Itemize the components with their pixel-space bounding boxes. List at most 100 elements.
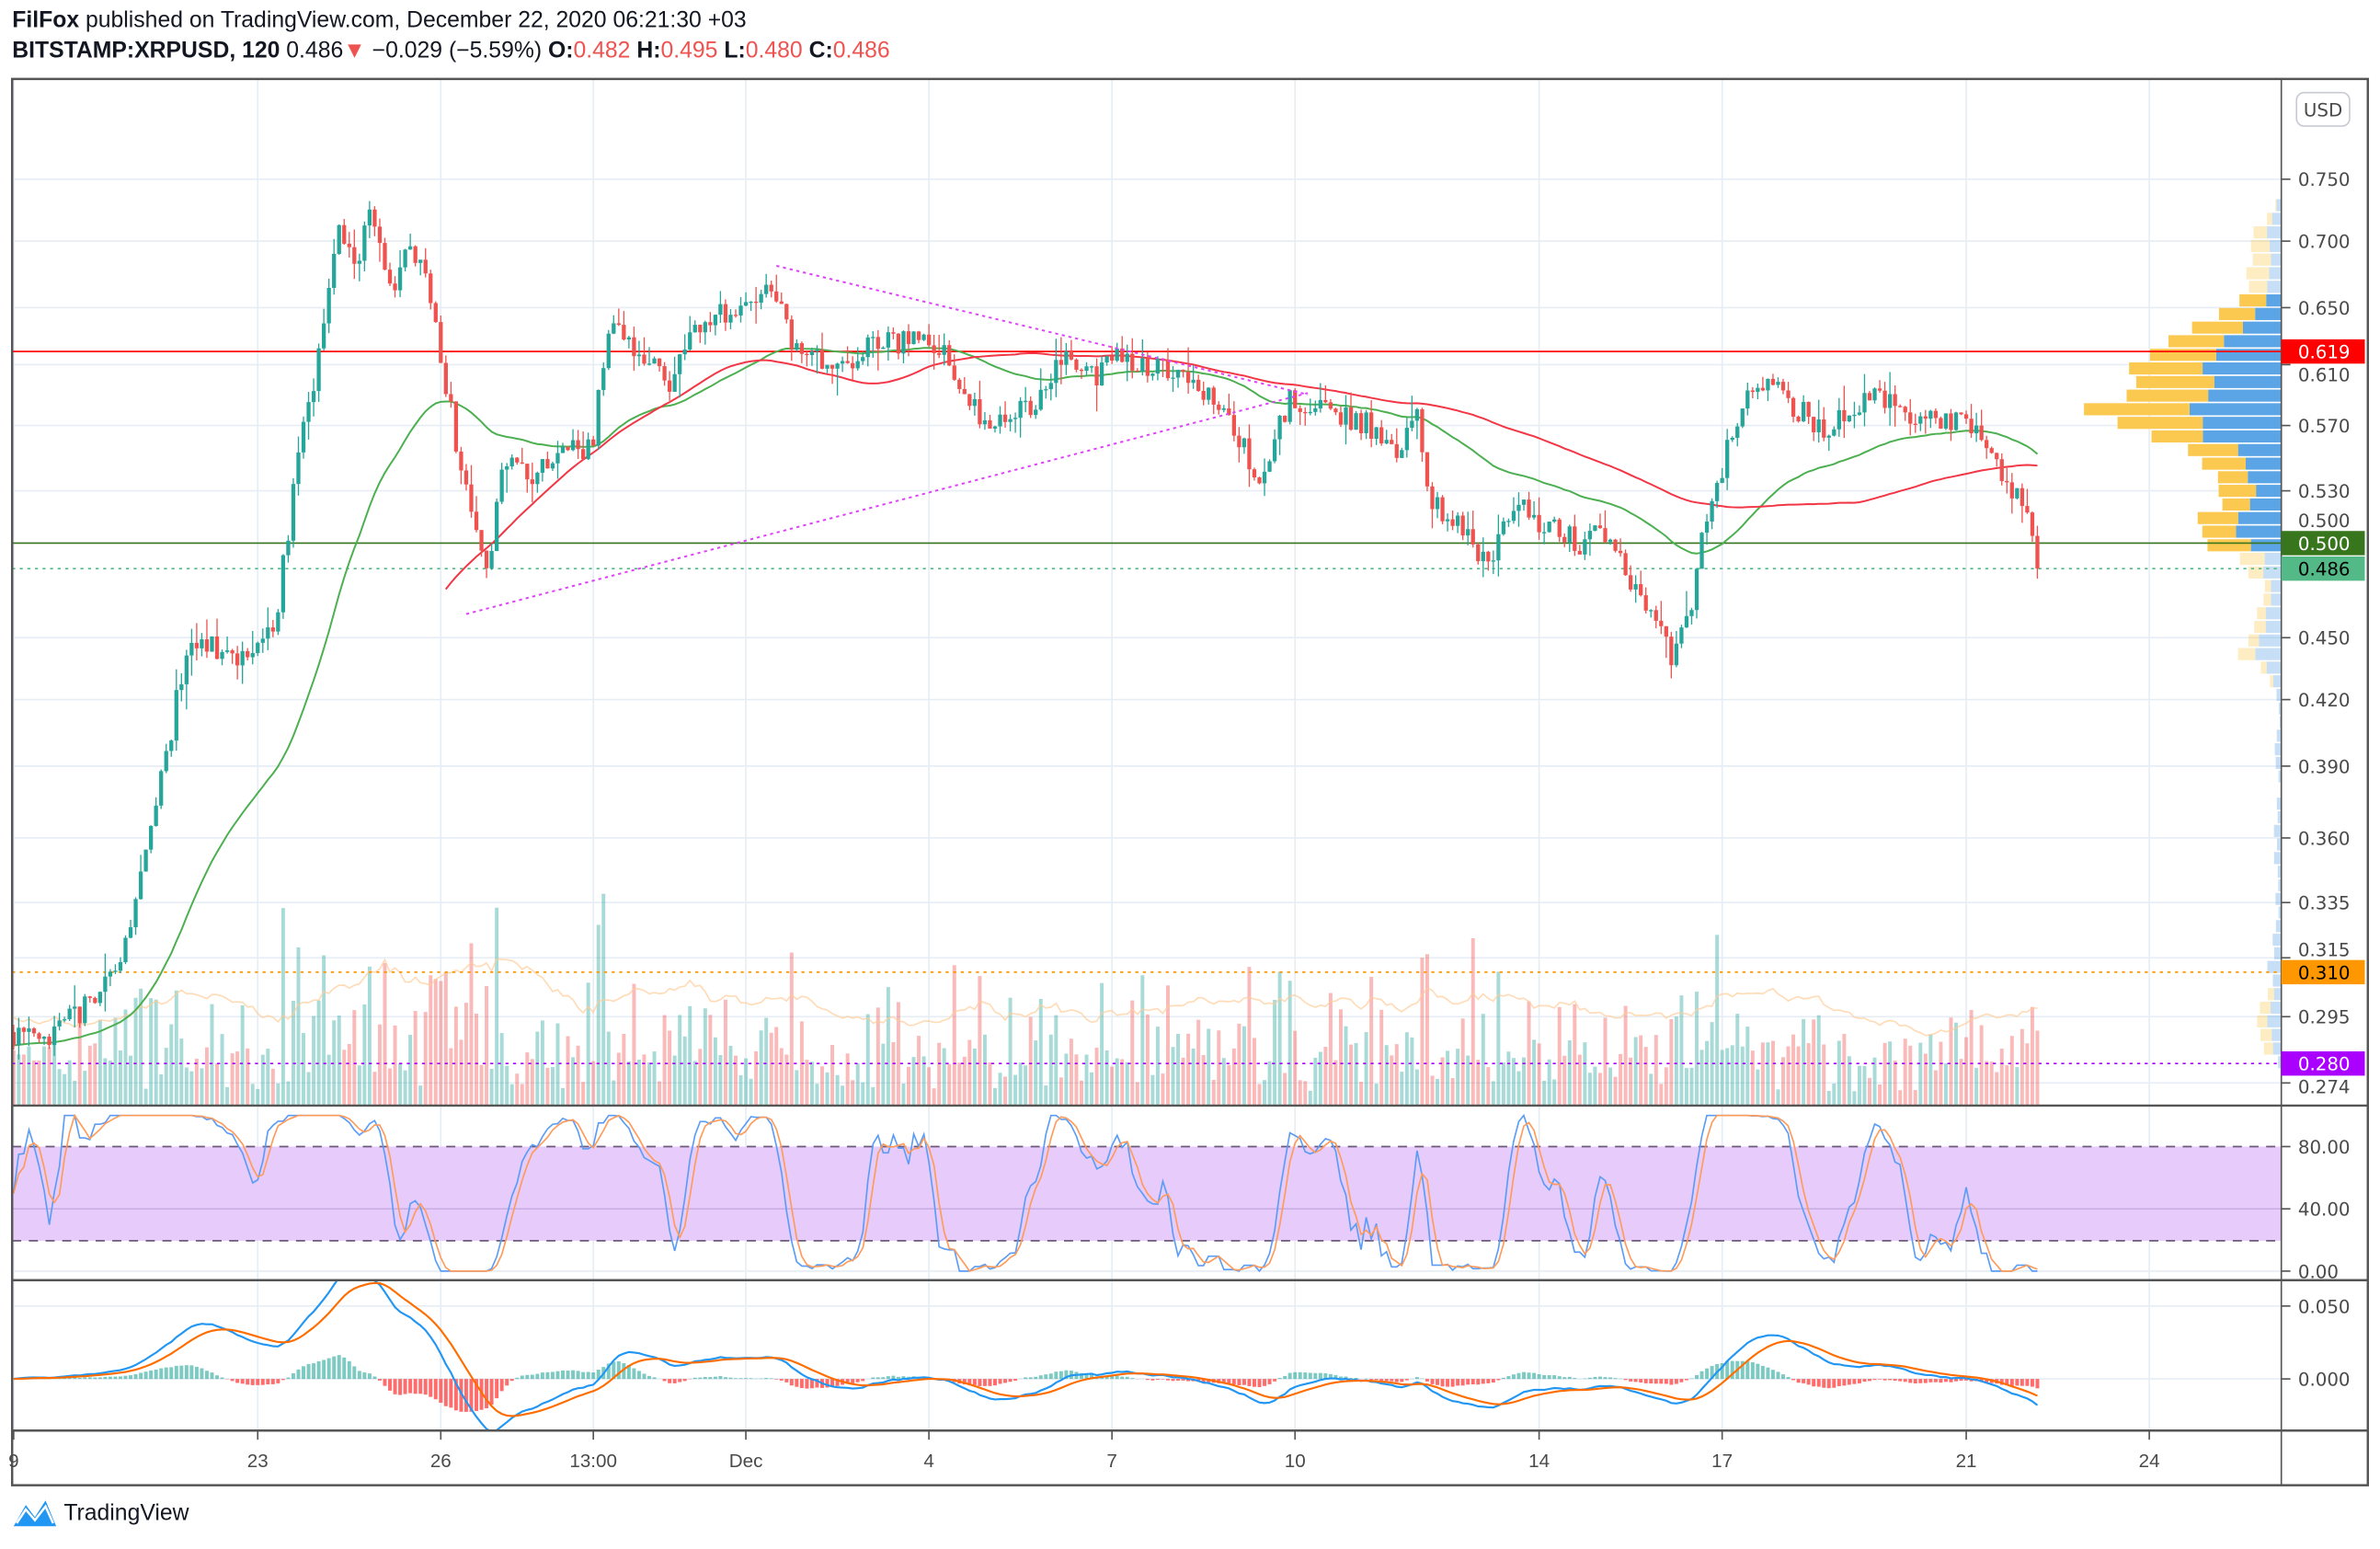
candle-body — [443, 362, 448, 395]
volume-bar — [1460, 1018, 1465, 1106]
macd-histogram-bar — [2030, 1379, 2034, 1387]
tradingview-logo[interactable]: TradingView — [12, 1497, 189, 1528]
volume-profile-up-bar — [2274, 743, 2282, 756]
volume-profile-down-bar — [2260, 1028, 2272, 1041]
low-label: L: — [724, 38, 746, 64]
candle-body — [1577, 550, 1582, 555]
candle-body — [83, 996, 87, 1024]
axes[interactable]: 9 23 26 13:00 Dec 4 7 10 14 17 21 24 0.750 0.700 0.650… — [8, 169, 2350, 1472]
macd-histogram-bar — [1466, 1379, 1470, 1385]
time-label: 9 — [8, 1451, 18, 1472]
volume-bar — [433, 979, 438, 1106]
volume-bar — [1384, 1045, 1389, 1106]
candle-body — [103, 976, 108, 993]
candle-body — [825, 364, 830, 369]
candle-body — [2009, 482, 2014, 499]
macd-histogram-bar — [194, 1366, 199, 1380]
volume-bar — [1985, 1061, 1989, 1106]
candle-body — [1898, 406, 1903, 407]
macd-histogram-bar — [1227, 1379, 1231, 1383]
macd-histogram-bar — [73, 1377, 77, 1380]
candle-body — [73, 1006, 77, 1009]
candle-body — [580, 449, 586, 460]
candle-body — [937, 352, 942, 355]
price-label: 0.500 — [2298, 511, 2351, 532]
volume-bar — [1430, 1075, 1435, 1106]
volume-bar — [204, 1047, 209, 1106]
volume-bar — [662, 1015, 667, 1106]
volume-bar — [408, 1034, 413, 1106]
candle-body — [1985, 440, 1989, 449]
volume-bar — [215, 1063, 220, 1106]
candle-body — [393, 283, 397, 291]
candle-body — [1939, 418, 1943, 429]
volume-bar — [1750, 1050, 1755, 1106]
volume-bar — [149, 998, 154, 1106]
macd-histogram-bar — [662, 1379, 667, 1382]
volume-profile-up-bar — [2266, 294, 2282, 307]
candle-body — [270, 627, 275, 632]
stoch-d-line — [13, 1113, 2038, 1272]
candle-body — [1217, 404, 1221, 410]
macd-histogram-bar — [744, 1378, 749, 1380]
trendline — [465, 392, 1309, 615]
macd-histogram-bar — [708, 1377, 713, 1380]
candle-body — [200, 639, 204, 648]
price-label: 0.700 — [2298, 232, 2351, 253]
macd-histogram-bar — [1221, 1379, 1226, 1383]
candle-body — [1573, 526, 1577, 551]
macd-histogram-bar — [1750, 1361, 1755, 1380]
candle-body — [1541, 532, 1547, 534]
macd-histogram-bar — [886, 1376, 890, 1380]
author[interactable]: FilFox — [12, 7, 80, 34]
macd-histogram-bar — [774, 1379, 779, 1380]
candle-body — [1110, 356, 1115, 361]
candle-body — [840, 361, 845, 364]
candle-body — [1450, 519, 1455, 526]
candle-body — [713, 315, 718, 326]
volume-bar — [220, 1034, 224, 1106]
macd-histogram-bar — [1384, 1379, 1389, 1382]
candle-body — [932, 345, 936, 353]
volume-bar — [1781, 1057, 1785, 1106]
macd-histogram-bar — [1674, 1379, 1678, 1384]
trendlines[interactable] — [465, 265, 1309, 615]
volume-bar — [322, 955, 326, 1106]
candle-body — [871, 337, 875, 338]
candle-body — [972, 398, 978, 407]
candle-body — [1867, 393, 1872, 401]
volume-bar — [1562, 1055, 1567, 1106]
macd-histogram-bar — [367, 1373, 372, 1380]
volume-bar — [1400, 1072, 1404, 1106]
currency-button[interactable]: USD — [2295, 91, 2351, 127]
volume-bar — [1410, 1037, 1414, 1106]
candle-body — [591, 439, 596, 446]
volume-bar — [1806, 1043, 1811, 1106]
macd-histogram-bar — [1603, 1377, 1608, 1380]
price-label: 0.315 — [2298, 940, 2351, 961]
volume-bar — [1557, 1006, 1562, 1106]
candle-body — [723, 304, 728, 323]
volume-bar — [540, 1020, 544, 1106]
symbol[interactable]: BITSTAMP:XRPUSD, 120 — [12, 38, 280, 64]
stoch-label: 80.00 — [2298, 1137, 2351, 1158]
volume-profile-down-bar — [2222, 498, 2250, 511]
candle-body — [555, 453, 560, 464]
candle-body — [1760, 387, 1766, 391]
volume-bar — [1974, 1068, 1979, 1106]
macd-histogram-bar — [1826, 1379, 1831, 1389]
volume-bar — [2005, 1065, 2009, 1106]
candle-body — [698, 325, 703, 333]
candle-body — [906, 331, 911, 345]
macd-histogram-bar — [692, 1377, 697, 1380]
volume-bar — [1766, 1042, 1770, 1106]
volume-bar — [1120, 1059, 1125, 1106]
candle-body — [1196, 379, 1201, 391]
candle-body — [118, 961, 123, 971]
macd-histogram-bar — [1786, 1376, 1791, 1380]
candle-body — [1659, 620, 1664, 626]
volume-bar — [1456, 1049, 1460, 1106]
time-label: 23 — [247, 1451, 269, 1472]
volume-bar — [1816, 1015, 1821, 1106]
